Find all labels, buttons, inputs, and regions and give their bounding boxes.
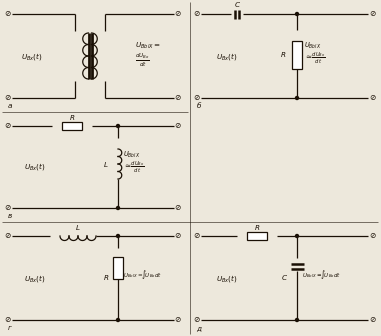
- Text: C: C: [282, 275, 287, 281]
- Text: $\oslash$: $\oslash$: [369, 93, 377, 102]
- Bar: [113, 257, 123, 279]
- Text: $U_{Bx}(t)$: $U_{Bx}(t)$: [24, 162, 46, 172]
- Text: $\oslash$: $\oslash$: [4, 316, 12, 325]
- Text: $U_{Bx}(t)$: $U_{Bx}(t)$: [216, 50, 238, 61]
- Text: $\oslash$: $\oslash$: [4, 122, 12, 130]
- Text: $\oslash$: $\oslash$: [174, 232, 182, 241]
- Circle shape: [296, 235, 298, 238]
- Circle shape: [117, 235, 120, 238]
- Text: г: г: [8, 325, 12, 331]
- Text: R: R: [69, 115, 75, 121]
- Bar: [247, 232, 267, 240]
- Text: C: C: [234, 2, 240, 8]
- Text: R: R: [255, 225, 259, 231]
- Text: в: в: [8, 213, 12, 219]
- Text: $U_{BblX}{\simeq}\!\int\!U_{Bx}dt$: $U_{BblX}{\simeq}\!\int\!U_{Bx}dt$: [302, 269, 341, 281]
- Bar: [292, 41, 302, 69]
- Text: $\frac{dU_{Bx}}{dt}$: $\frac{dU_{Bx}}{dt}$: [134, 51, 149, 69]
- Text: R: R: [104, 275, 109, 281]
- Text: $\oslash$: $\oslash$: [4, 9, 12, 18]
- Text: $\oslash$: $\oslash$: [4, 232, 12, 241]
- Text: $\simeq\!\frac{dU_{Bx}}{dt}$: $\simeq\!\frac{dU_{Bx}}{dt}$: [304, 50, 326, 66]
- Text: $\oslash$: $\oslash$: [193, 9, 201, 18]
- Text: a: a: [8, 103, 12, 109]
- Circle shape: [296, 319, 298, 322]
- Text: L: L: [76, 225, 80, 231]
- Text: $U_{Bx}(t)$: $U_{Bx}(t)$: [24, 272, 46, 284]
- Text: $\oslash$: $\oslash$: [369, 9, 377, 18]
- Text: $\oslash$: $\oslash$: [174, 204, 182, 212]
- Text: $U_{Bx}(t)$: $U_{Bx}(t)$: [21, 50, 43, 61]
- Text: $\oslash$: $\oslash$: [4, 204, 12, 212]
- Text: $\oslash$: $\oslash$: [369, 232, 377, 241]
- Text: $U_{Bx}(t)$: $U_{Bx}(t)$: [216, 272, 238, 284]
- Text: $U_{BblX}{=}\!\int\!U_{Bx}dt$: $U_{BblX}{=}\!\int\!U_{Bx}dt$: [123, 269, 162, 281]
- Text: $\oslash$: $\oslash$: [193, 232, 201, 241]
- Circle shape: [296, 96, 298, 99]
- Text: $\oslash$: $\oslash$: [193, 316, 201, 325]
- Circle shape: [117, 319, 120, 322]
- Circle shape: [117, 125, 120, 127]
- Bar: [62, 122, 82, 130]
- Text: б: б: [197, 103, 201, 109]
- Text: $\oslash$: $\oslash$: [174, 316, 182, 325]
- Text: $U_{BblX}$: $U_{BblX}$: [304, 41, 321, 51]
- Circle shape: [117, 207, 120, 210]
- Text: $\oslash$: $\oslash$: [174, 93, 182, 102]
- Text: $\simeq\!\frac{dU_{Bx}}{dt}$: $\simeq\!\frac{dU_{Bx}}{dt}$: [123, 159, 145, 175]
- Text: L: L: [104, 162, 108, 168]
- Text: $\oslash$: $\oslash$: [174, 9, 182, 18]
- Text: R: R: [280, 52, 285, 58]
- Text: д: д: [197, 325, 202, 331]
- Text: $\oslash$: $\oslash$: [4, 93, 12, 102]
- Text: $U_{BblX}$: $U_{BblX}$: [123, 150, 140, 160]
- Text: $\oslash$: $\oslash$: [369, 316, 377, 325]
- Text: $U_{BblX}=$: $U_{BblX}=$: [135, 41, 161, 51]
- Circle shape: [296, 12, 298, 15]
- Text: $\oslash$: $\oslash$: [193, 93, 201, 102]
- Text: $\oslash$: $\oslash$: [174, 122, 182, 130]
